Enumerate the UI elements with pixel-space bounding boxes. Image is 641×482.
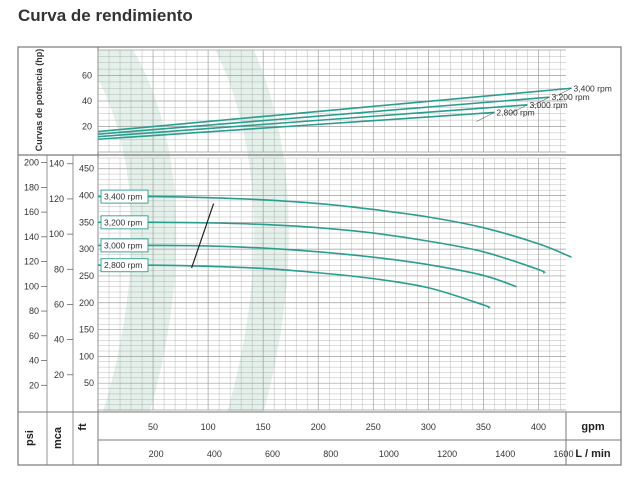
ft-tick-label: 150 bbox=[79, 325, 94, 335]
power-curve-label: 2,800 rpm bbox=[496, 107, 534, 117]
head-curve bbox=[97, 244, 517, 288]
mca-tick-label: 80 bbox=[54, 264, 64, 274]
head-curve bbox=[97, 221, 546, 274]
gpm-tick-label: 250 bbox=[366, 422, 381, 432]
ft-tick-label: 100 bbox=[79, 351, 94, 361]
psi-tick-label: 100 bbox=[24, 281, 39, 291]
lmin-tick-label: 800 bbox=[323, 449, 338, 459]
psi-tick-label: 160 bbox=[24, 207, 39, 217]
power-label-leader bbox=[531, 96, 550, 107]
power-label-leader bbox=[553, 88, 572, 98]
lmin-axis-label: L / min bbox=[575, 448, 611, 460]
head-curve-label: 2,800 rpm bbox=[104, 260, 142, 270]
lmin-tick-label: 1200 bbox=[437, 449, 457, 459]
ft-tick-label: 350 bbox=[79, 217, 94, 227]
power-tick-label: 20 bbox=[82, 122, 92, 132]
power-curve bbox=[97, 104, 528, 138]
power-label-leader bbox=[476, 112, 495, 122]
gpm-tick-label: 400 bbox=[531, 422, 546, 432]
psi-axis-label: psi bbox=[24, 430, 36, 446]
psi-tick-label: 140 bbox=[24, 232, 39, 242]
power-curve-label: 3,200 rpm bbox=[551, 92, 589, 102]
lmin-tick-label: 200 bbox=[149, 449, 164, 459]
power-curve bbox=[97, 111, 495, 141]
psi-tick-label: 200 bbox=[24, 158, 39, 168]
head-curve-label: 3,000 rpm bbox=[104, 240, 142, 250]
power-tick-label: 60 bbox=[82, 71, 92, 81]
power-label-leader bbox=[509, 104, 528, 115]
lmin-tick-label: 1000 bbox=[379, 449, 399, 459]
gpm-tick-label: 50 bbox=[148, 422, 158, 432]
series-layer bbox=[97, 87, 572, 309]
power-axis-label: Curvas de potencia (hp) bbox=[34, 49, 44, 152]
gpm-tick-label: 150 bbox=[256, 422, 271, 432]
ft-tick-label: 50 bbox=[84, 378, 94, 388]
psi-tick-label: 120 bbox=[24, 257, 39, 267]
psi-tick-label: 180 bbox=[24, 182, 39, 192]
gpm-tick-label: 350 bbox=[476, 422, 491, 432]
bep-line bbox=[191, 203, 215, 269]
psi-tick-label: 40 bbox=[29, 356, 39, 366]
ft-tick-label: 300 bbox=[79, 244, 94, 254]
ft-tick-label: 400 bbox=[79, 191, 94, 201]
psi-tick-label: 80 bbox=[29, 306, 39, 316]
lmin-tick-label: 600 bbox=[265, 449, 280, 459]
power-curve bbox=[97, 87, 572, 133]
head-curve-label-box bbox=[100, 215, 149, 230]
mca-tick-label: 120 bbox=[49, 194, 64, 204]
gpm-tick-label: 200 bbox=[311, 422, 326, 432]
power-curve bbox=[97, 96, 550, 135]
page-title: Curva de rendimiento bbox=[18, 6, 193, 25]
ft-axis-label: ft bbox=[77, 423, 89, 431]
axis-ticks: 20 40 60 50 100 150 200 250 300 350 400 450 20 40 60 80… bbox=[24, 71, 573, 460]
power-curve-label: 3,000 rpm bbox=[529, 100, 567, 110]
psi-tick-label: 60 bbox=[29, 331, 39, 341]
ft-tick-label: 450 bbox=[79, 164, 94, 174]
ft-tick-label: 200 bbox=[79, 298, 94, 308]
head-curve-label: 3,400 rpm bbox=[104, 192, 142, 202]
gpm-tick-label: 300 bbox=[421, 422, 436, 432]
head-curve-label: 3,200 rpm bbox=[104, 217, 142, 227]
mca-tick-label: 20 bbox=[54, 370, 64, 380]
mca-tick-label: 60 bbox=[54, 299, 64, 309]
head-curve bbox=[97, 264, 491, 309]
lmin-tick-label: 400 bbox=[207, 449, 222, 459]
mca-tick-label: 40 bbox=[54, 335, 64, 345]
mca-axis-label: mca bbox=[52, 426, 64, 449]
head-curve-label-box bbox=[100, 238, 149, 253]
power-tick-label: 40 bbox=[82, 96, 92, 106]
head-curve bbox=[97, 195, 572, 258]
psi-tick-label: 20 bbox=[29, 380, 39, 390]
gpm-tick-label: 100 bbox=[201, 422, 216, 432]
power-curve-label: 3,400 rpm bbox=[574, 83, 612, 93]
ft-tick-label: 250 bbox=[79, 271, 94, 281]
mca-tick-label: 100 bbox=[49, 229, 64, 239]
mca-tick-label: 140 bbox=[49, 159, 64, 169]
head-curve-label-box bbox=[100, 189, 149, 204]
lmin-tick-label: 1600 bbox=[553, 449, 573, 459]
head-curve-label-box bbox=[100, 258, 149, 273]
gpm-axis-label: gpm bbox=[581, 421, 604, 433]
lmin-tick-label: 1400 bbox=[495, 449, 515, 459]
